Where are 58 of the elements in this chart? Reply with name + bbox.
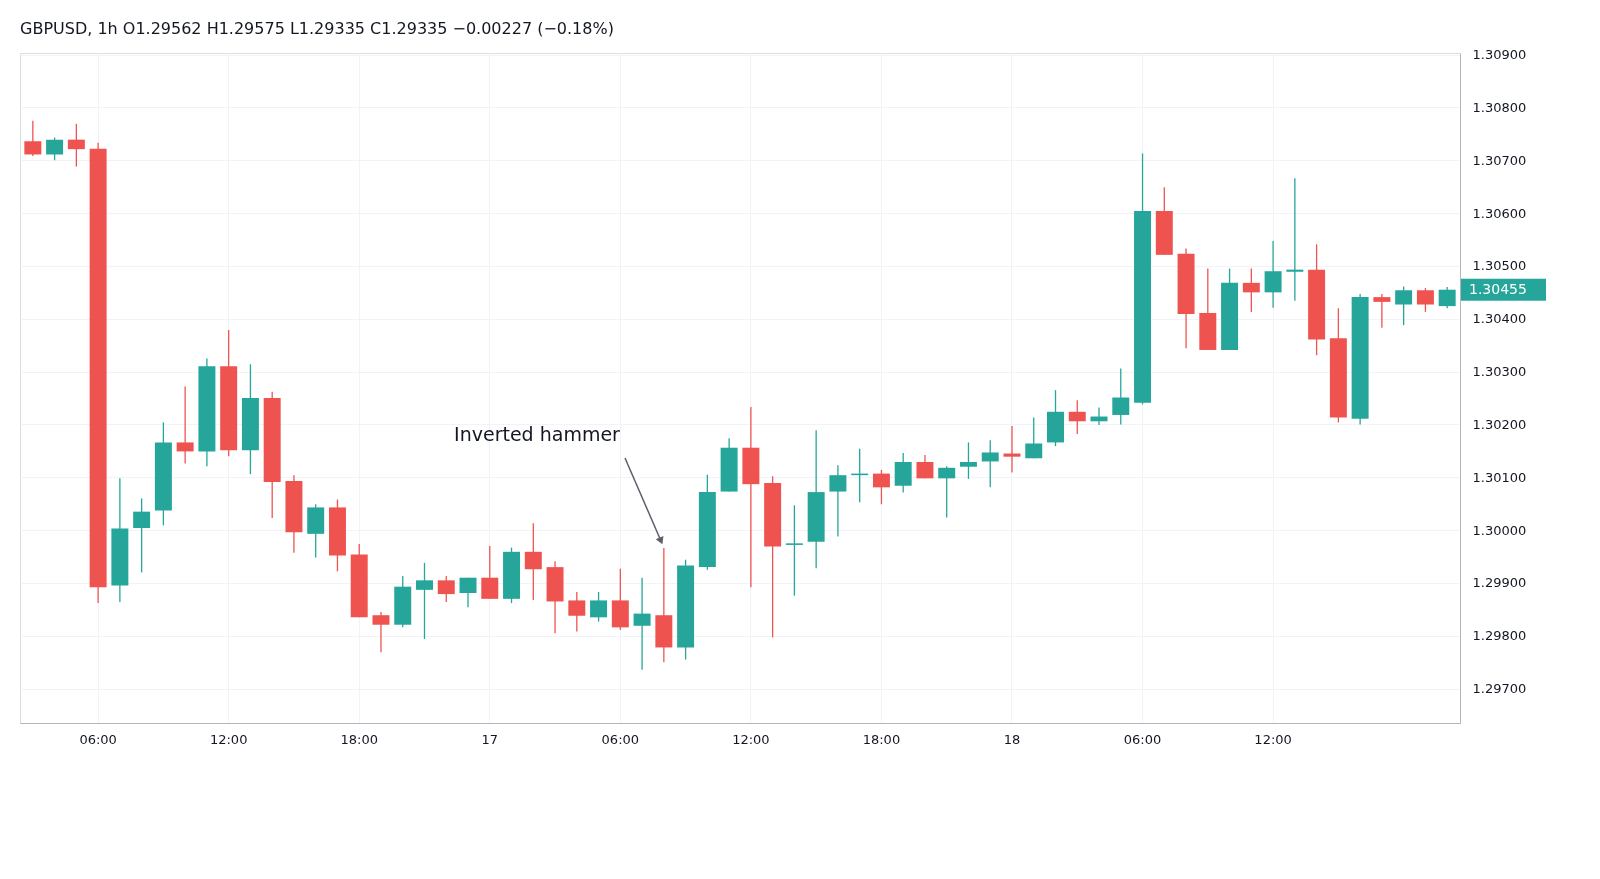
candlestick	[176, 385, 194, 465]
candlestick	[481, 545, 499, 600]
y-tick-label: 1.29900	[1472, 575, 1527, 591]
candlestick	[1003, 425, 1021, 474]
annotation: Inverted hammer	[454, 423, 621, 445]
x-tick-label: 06:00	[79, 731, 117, 747]
candlestick	[590, 591, 608, 623]
y-tick-label: 1.30700	[1472, 152, 1527, 168]
y-tick-label: 1.30100	[1472, 469, 1527, 485]
x-tick-label: 06:00	[601, 731, 640, 747]
y-tick-label: 1.30000	[1472, 522, 1527, 538]
candlestick	[785, 504, 803, 597]
y-tick-label: 1.29700	[1472, 681, 1527, 697]
y-tick-label: 1.30200	[1472, 416, 1527, 432]
candlestick	[981, 439, 999, 488]
candlestick	[133, 497, 151, 574]
x-tick-label: 06:00	[1123, 731, 1162, 747]
y-tick-label: 1.30900	[1472, 47, 1527, 63]
y-tick-label: 1.30400	[1472, 311, 1527, 327]
y-tick-label: 1.30800	[1472, 99, 1527, 115]
candlestick	[633, 577, 651, 671]
x-tick-label: 18	[1003, 731, 1021, 747]
x-tick-label: 12:00	[209, 731, 248, 747]
candlestick	[67, 123, 85, 168]
candlestick	[1242, 267, 1260, 313]
y-tick-label: 1.30600	[1472, 205, 1527, 221]
candlestick	[872, 469, 890, 505]
y-tick-label: 1.29800	[1472, 628, 1527, 644]
candlestick	[416, 562, 433, 640]
candlestick	[1264, 240, 1282, 309]
candlestick	[1068, 399, 1086, 435]
candlestick	[1416, 287, 1434, 313]
candlestick	[1112, 367, 1130, 426]
candlestick	[1438, 286, 1456, 309]
candlestick	[1373, 293, 1391, 329]
x-tick-label: 18:00	[340, 731, 378, 747]
candlestick	[894, 452, 912, 494]
candlestick	[829, 464, 847, 538]
y-tick-label: 1.30300	[1472, 364, 1527, 380]
candlestick	[46, 136, 64, 161]
text: 1.30455	[1469, 280, 1527, 297]
candlestick	[938, 465, 956, 519]
candlestick	[959, 441, 977, 480]
candlestick	[524, 522, 542, 601]
candlestick	[437, 575, 455, 603]
candlestick	[1286, 177, 1304, 302]
candlestick	[372, 611, 390, 653]
candlestick	[459, 577, 477, 608]
x-tick-label: 18:00	[862, 731, 901, 747]
y-tick-label: 1.30500	[1472, 258, 1527, 274]
candlestick	[568, 591, 586, 633]
candlestick	[24, 119, 42, 157]
x-tick-label: 12:00	[732, 731, 770, 747]
chart-title: GBPUSD, 1h O1.29562 H1.29575 L1.29335 C1.29335 −0.00227 (−0.18%)	[20, 18, 614, 38]
candlestick	[1025, 416, 1043, 459]
x-tick-label: 12:00	[1254, 731, 1292, 747]
x-tick-label: 17	[481, 731, 499, 747]
candlestick	[1395, 285, 1413, 326]
